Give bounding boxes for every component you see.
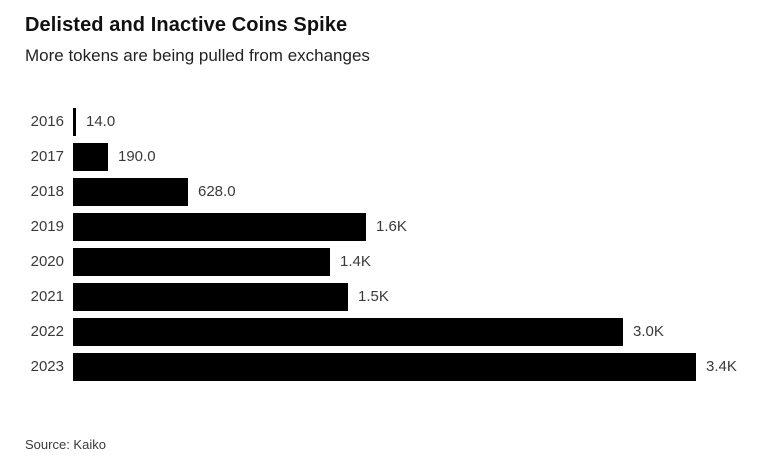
value-label-2020: 1.4K [340, 253, 371, 270]
source-note: Source: Kaiko [25, 437, 106, 452]
bar-2023 [73, 352, 696, 381]
category-label-2019: 2019 [30, 218, 64, 235]
chart-row-2023: 2023 3.4K [25, 349, 737, 384]
value-label-2023: 3.4K [706, 358, 737, 375]
chart-row-2020: 2020 1.4K [25, 244, 733, 279]
chart-row-2022: 2022 3.0K [25, 314, 733, 349]
chart-row-2017: 2017 190.0 [25, 139, 733, 174]
value-label-2022: 3.0K [633, 323, 664, 340]
bar-chart: 2016 14.0 2017 190.0 2018 628.0 2019 1.6K 2020 1.… [25, 104, 737, 384]
bar-2018 [73, 177, 188, 206]
chart-title: Delisted and Inactive Coins Spike [25, 14, 348, 36]
bar-2016 [73, 107, 76, 136]
chart-row-2021: 2021 1.5K [25, 279, 733, 314]
bar-2020 [73, 247, 330, 276]
value-label-2018: 628.0 [198, 183, 236, 200]
bar-2017 [73, 142, 108, 171]
value-label-2019: 1.6K [376, 218, 407, 235]
category-label-2017: 2017 [30, 148, 64, 165]
chart-row-2018: 2018 628.0 [25, 174, 733, 209]
category-label-2022: 2022 [30, 323, 64, 340]
chart-subtitle: More tokens are being pulled from exchan… [25, 46, 370, 65]
category-label-2016: 2016 [30, 113, 64, 130]
bar-2019 [73, 212, 366, 241]
bar-2021 [73, 282, 348, 311]
category-label-2023: 2023 [30, 358, 64, 375]
value-label-2017: 190.0 [118, 148, 156, 165]
category-label-2020: 2020 [30, 253, 64, 270]
bar-2022 [73, 317, 623, 346]
category-label-2021: 2021 [30, 288, 64, 305]
chart-row-2019: 2019 1.6K [25, 209, 733, 244]
chart-row-2016: 2016 14.0 [25, 104, 733, 139]
category-label-2018: 2018 [30, 183, 64, 200]
value-label-2021: 1.5K [358, 288, 389, 305]
value-label-2016: 14.0 [86, 113, 116, 130]
